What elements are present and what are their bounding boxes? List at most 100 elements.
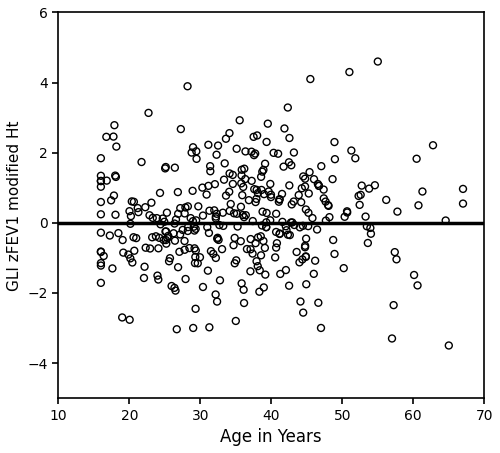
Point [296,259,304,266]
Point [112,143,120,150]
Point [354,193,362,200]
Point [242,148,250,155]
Point [290,222,298,229]
Point [213,298,221,305]
Point [282,226,290,234]
Point [206,324,214,331]
Point [343,207,351,215]
Point [110,133,118,140]
Point [366,224,374,231]
Point [97,211,105,218]
Point [170,230,177,237]
Point [306,169,314,176]
Point [314,299,322,306]
Point [299,222,307,230]
Point [314,180,322,188]
Point [292,248,300,255]
Point [237,237,245,245]
Point [202,191,210,198]
Point [308,214,316,222]
Point [232,257,240,264]
Point [190,245,198,252]
Point [142,244,150,251]
Point [198,184,206,191]
Point [97,260,105,267]
Point [330,251,338,258]
Point [210,207,218,214]
Point [240,286,248,294]
Point [138,159,145,166]
Point [212,151,220,159]
Point [286,231,294,239]
Point [246,246,254,253]
Point [301,242,309,250]
Point [374,58,382,65]
Point [298,185,306,192]
Point [326,213,334,221]
Point [206,168,214,175]
Point [290,198,298,205]
Point [237,203,245,210]
Point [111,172,119,179]
Point [254,263,262,270]
Point [261,244,269,251]
Point [264,188,272,195]
Point [162,236,170,244]
Point [212,254,220,261]
Point [412,155,420,162]
Point [170,284,178,291]
Point [230,234,238,241]
Point [220,176,228,183]
Point [162,228,170,235]
Point [301,183,309,190]
Point [410,271,418,279]
Point [205,229,213,236]
Point [260,284,268,291]
Point [176,204,184,212]
Point [97,262,105,269]
Point [310,176,318,183]
Point [130,234,138,241]
Point [304,222,312,230]
Point [171,164,179,171]
Point [204,141,212,149]
Point [189,144,197,151]
Point [302,206,310,213]
Point [388,335,396,342]
Point [356,201,364,208]
Point [192,155,200,163]
Point [234,223,241,230]
Point [299,309,307,316]
Point [266,180,274,188]
Point [213,210,221,217]
Point [165,258,173,265]
Point [97,229,105,236]
Point [107,197,115,204]
Point [229,180,237,188]
Point [250,151,258,159]
Point [162,164,170,171]
Point [178,226,186,234]
Point [212,215,220,222]
Point [318,163,326,170]
Point [142,203,150,211]
Point [188,187,196,194]
Point [124,251,132,258]
Point [299,173,307,180]
Point [162,240,170,247]
Point [148,234,156,241]
Point [134,208,142,216]
Point [171,237,179,244]
Point [313,226,321,233]
Point [120,249,128,256]
Point [127,212,135,220]
Point [166,255,174,262]
Point [330,139,338,146]
Point [364,239,372,246]
Point [240,299,248,307]
Point [258,208,266,215]
Point [162,228,170,235]
Point [149,214,157,222]
Point [206,163,214,170]
Point [442,217,450,224]
